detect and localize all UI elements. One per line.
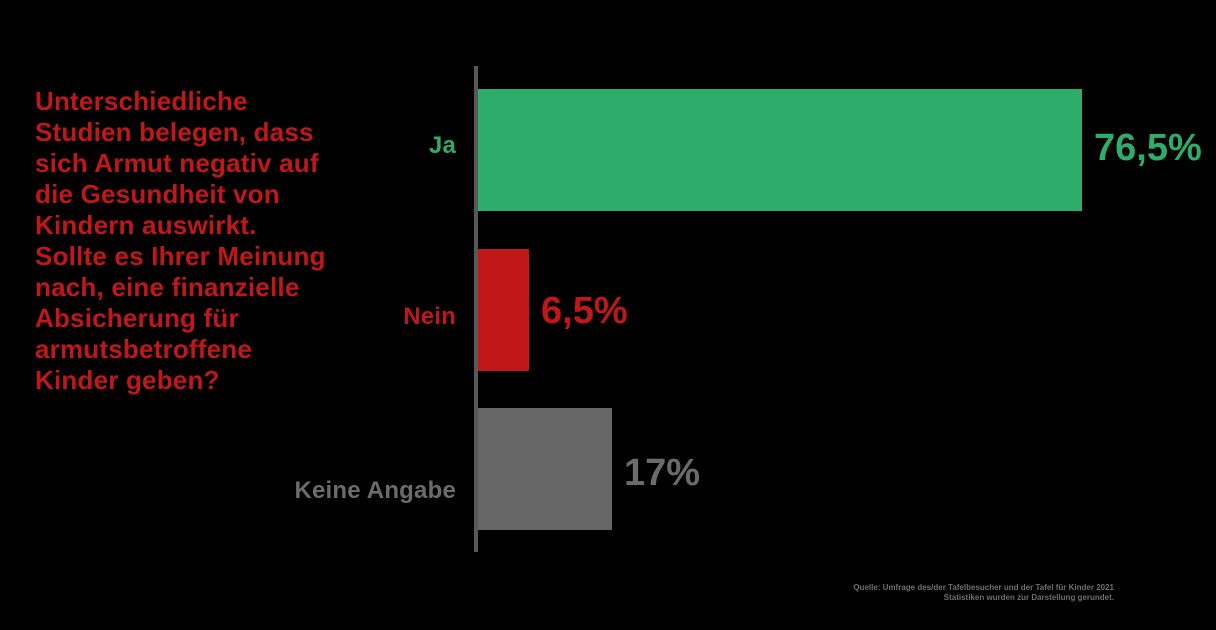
question-line: Kinder geben? (35, 365, 220, 395)
source-line-2: Statistiken wurden zur Darstellung gerun… (943, 592, 1114, 602)
bar-nein (478, 249, 529, 371)
category-label-ja: Ja (428, 132, 456, 159)
question-line: sich Armut negativ auf (35, 148, 319, 178)
question-line: die Gesundheit von (35, 179, 280, 209)
question-line: armutsbetroffene (35, 334, 253, 364)
value-label-keine-angabe: 17% (624, 452, 701, 494)
source-note: Quelle: Umfrage des/der Tafelbesucher un… (853, 583, 1114, 602)
category-label-keine-angabe: Keine Angabe (294, 477, 456, 504)
source-line-1: Quelle: Umfrage des/der Tafelbesucher un… (853, 583, 1114, 592)
bar-keine-angabe (478, 408, 612, 530)
question-line: Absicherung für (35, 303, 239, 333)
category-label-nein: Nein (403, 303, 456, 330)
value-label-ja: 76,5% (1094, 127, 1202, 169)
question-line: nach, eine finanzielle (35, 272, 300, 302)
question-line: Unterschiedliche (35, 86, 248, 116)
value-label-nein: 6,5% (541, 290, 628, 332)
question-text: Unterschiedliche Studien belegen, dass s… (35, 86, 365, 396)
question-line: Sollte es Ihrer Meinung (35, 241, 326, 271)
y-axis-line (474, 66, 478, 552)
bar-ja (478, 89, 1082, 211)
question-line: Studien belegen, dass (35, 117, 314, 147)
question-line: Kindern auswirkt. (35, 210, 257, 240)
